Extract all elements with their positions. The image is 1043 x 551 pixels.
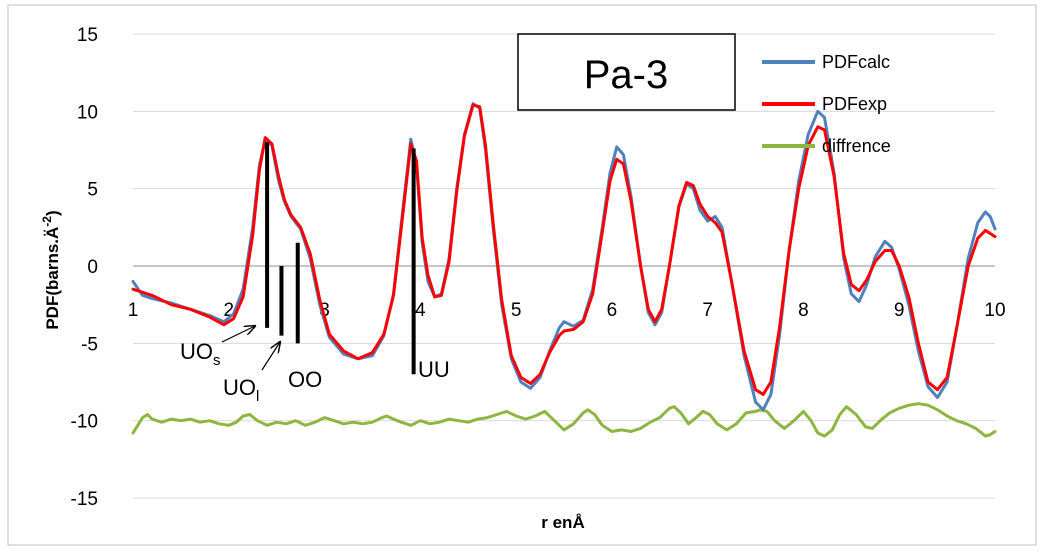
gridlines xyxy=(133,33,995,499)
legend-label-exp: PDFexp xyxy=(822,94,887,114)
y-tick-label: -10 xyxy=(71,412,98,433)
annotation-oo: OO xyxy=(288,367,322,392)
y-tick-label: -5 xyxy=(81,334,98,355)
series-line-exp xyxy=(131,103,997,396)
peak-markers xyxy=(265,142,416,375)
series-line-diff xyxy=(131,402,997,438)
annotation-uol-arrow xyxy=(261,342,280,371)
x-tick-labels: 1 2 3 4 5 6 7 8 9 10 xyxy=(128,300,1006,321)
x-tick-label: 7 xyxy=(702,300,713,321)
x-tick-label: 4 xyxy=(415,300,426,321)
y-tick-label: 15 xyxy=(77,25,98,46)
annotation-uos: UOs xyxy=(180,339,221,369)
x-tick-label: 10 xyxy=(984,300,1005,321)
x-tick-label: 2 xyxy=(223,300,234,321)
y-tick-label: 10 xyxy=(77,102,98,123)
annotations: UOs UOl OO UU xyxy=(180,326,450,405)
series-layer xyxy=(131,102,997,438)
title-box xyxy=(517,33,736,111)
x-tick-label: 9 xyxy=(894,300,905,321)
y-tick-label: -15 xyxy=(71,489,98,510)
y-axis-label: PDF(barns.Ä-2) xyxy=(40,210,62,329)
x-tick-label: 3 xyxy=(319,300,330,321)
y-tick-labels: 15 10 5 0 -5 -10 -15 xyxy=(71,25,98,510)
chart-title: Pa-3 xyxy=(584,53,669,97)
x-tick-label: 5 xyxy=(511,300,522,321)
x-axis-label: r enÅ xyxy=(541,513,584,532)
x-tick-label: 8 xyxy=(798,300,809,321)
legend-label-diff: diffrence xyxy=(822,136,891,156)
y-tick-label: 5 xyxy=(87,180,98,201)
annotation-uu: UU xyxy=(418,357,450,382)
legend-label-calc: PDFcalc xyxy=(822,52,890,72)
y-tick-label: 0 xyxy=(87,257,98,278)
annotation-uos-arrow xyxy=(221,326,255,343)
annotation-uol: UOl xyxy=(223,375,259,405)
x-tick-label: 6 xyxy=(607,300,618,321)
legend: PDFcalc PDFexp diffrence xyxy=(762,52,891,156)
x-tick-label: 1 xyxy=(128,300,139,321)
